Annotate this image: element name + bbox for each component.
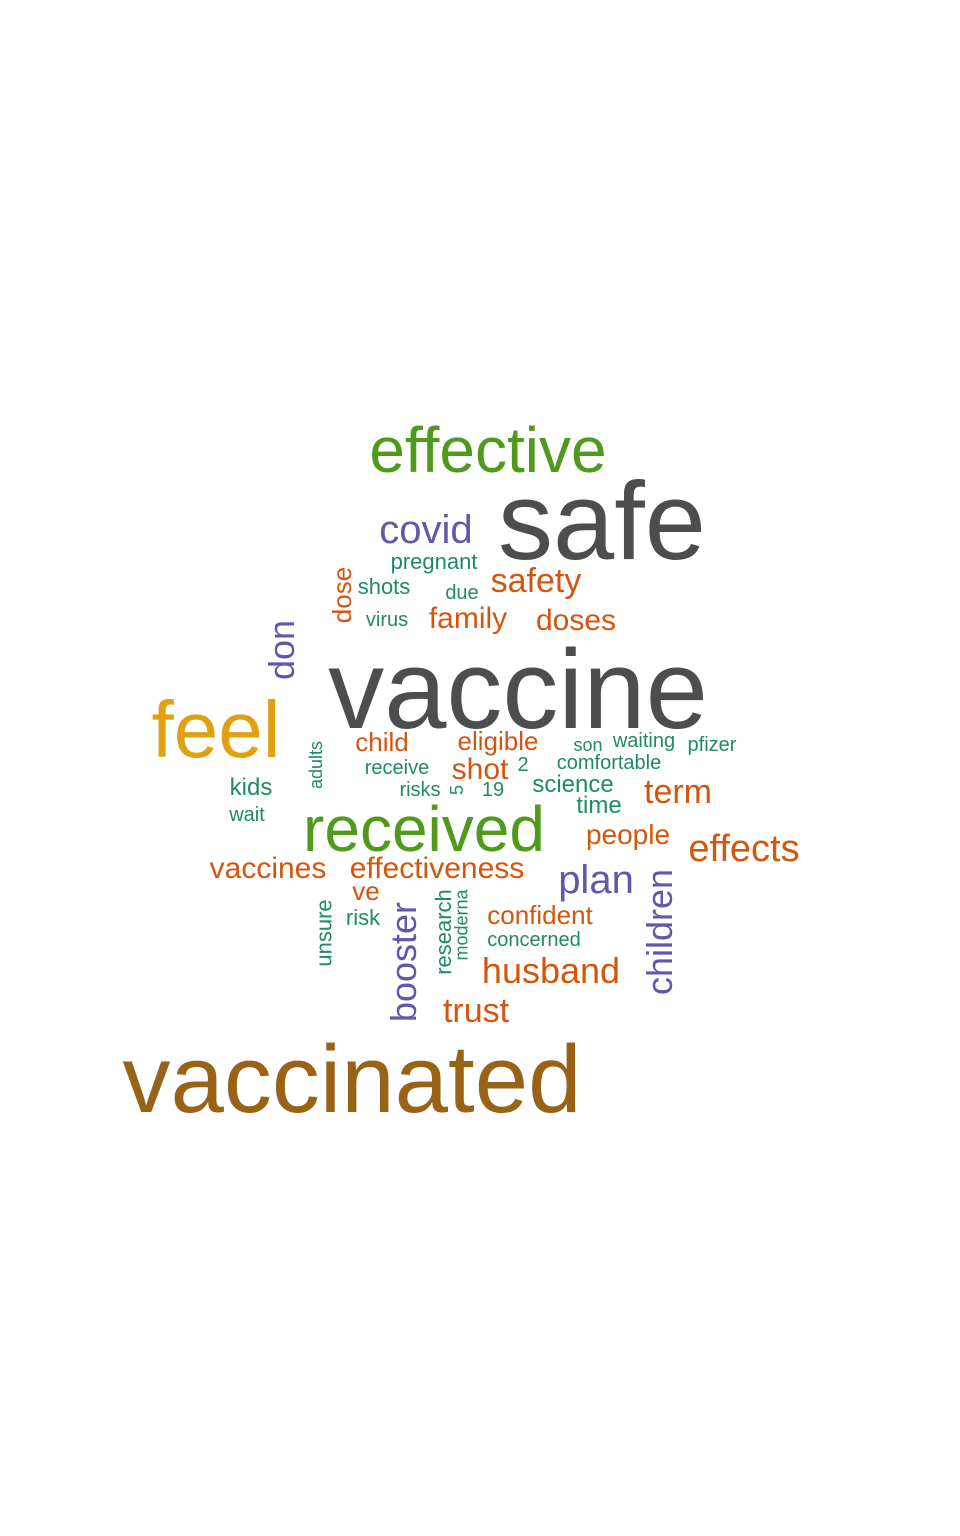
word-effects: effects: [688, 828, 800, 870]
word-don: don: [260, 619, 302, 681]
word-2: 2: [517, 754, 529, 776]
word-trust: trust: [442, 992, 510, 1030]
word-shot: shot: [451, 753, 509, 786]
word-effective: effective: [369, 414, 607, 486]
word-pfizer: pfizer: [687, 734, 737, 756]
word-19: 19: [481, 779, 505, 801]
word-booster: booster: [382, 901, 424, 1023]
word-pregnant: pregnant: [390, 549, 478, 574]
word-unsure: unsure: [312, 899, 337, 967]
word-safe: safe: [498, 460, 706, 583]
word-science: science: [532, 771, 614, 798]
word-plan: plan: [558, 858, 634, 902]
word-vaccine: vaccine: [328, 627, 708, 752]
word-concerned: concerned: [487, 929, 581, 951]
word-risks: risks: [399, 779, 441, 801]
word-term: term: [644, 773, 712, 811]
word-wait: wait: [229, 804, 265, 826]
word-people: people: [585, 819, 671, 850]
word-risk: risk: [345, 905, 381, 930]
word-receive: receive: [364, 757, 430, 779]
word-covid: covid: [379, 508, 473, 552]
word-5: 5: [446, 784, 467, 796]
word-comfortable: comfortable: [556, 752, 662, 774]
word-vaccines: vaccines: [209, 852, 327, 885]
word-confident: confident: [487, 900, 593, 930]
word-time: time: [576, 792, 622, 819]
word-family: family: [428, 602, 508, 635]
word-children: children: [638, 868, 680, 996]
word-received: received: [303, 793, 545, 865]
word-doses: doses: [535, 604, 617, 637]
word-dose: dose: [326, 566, 357, 624]
word-child: child: [355, 727, 409, 757]
word-due: due: [445, 582, 479, 604]
word-feel: feel: [151, 685, 281, 774]
word-ve: ve: [352, 876, 380, 906]
word-kids: kids: [229, 774, 273, 801]
word-shots: shots: [357, 574, 411, 599]
word-effectiveness: effectiveness: [349, 852, 525, 885]
word-son: son: [573, 735, 603, 755]
word-husband: husband: [481, 950, 621, 991]
word-moderna: moderna: [451, 889, 472, 961]
word-virus: virus: [365, 609, 409, 631]
word-eligible: eligible: [457, 726, 539, 756]
word-vaccinated: vaccinated: [122, 1026, 582, 1133]
word-adults: adults: [305, 740, 326, 790]
word-waiting: waiting: [612, 730, 676, 752]
word-safety: safety: [490, 562, 582, 600]
